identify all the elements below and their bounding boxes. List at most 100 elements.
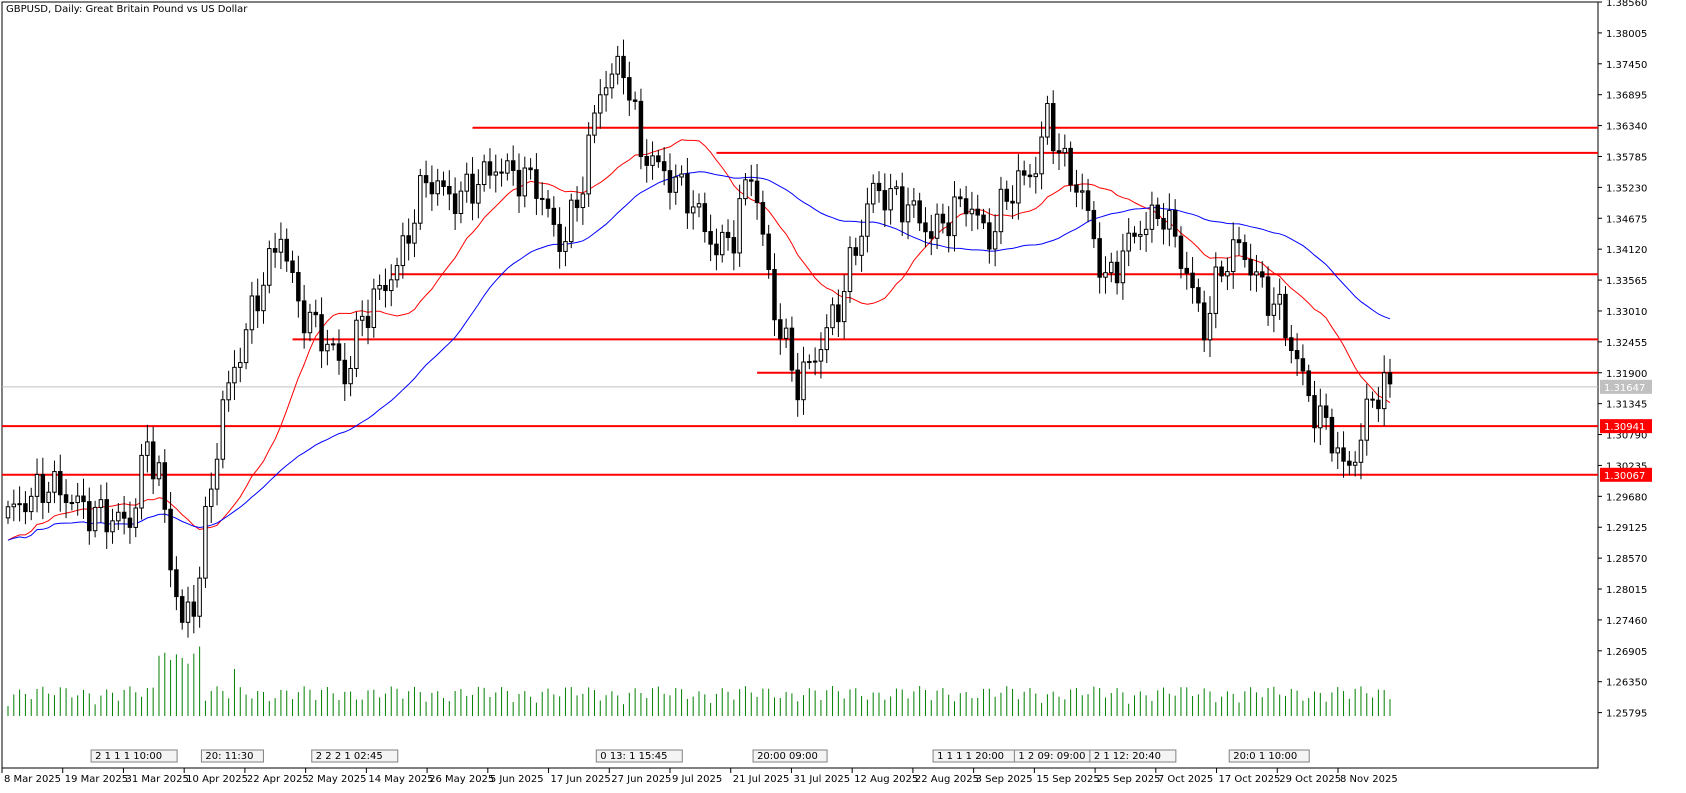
bull-candle: [354, 319, 359, 369]
bull-candle: [998, 188, 1004, 233]
price-tag: [1600, 467, 1652, 482]
bull-candle: [969, 208, 975, 215]
bear-candle: [1300, 358, 1306, 372]
bull-candle: [418, 175, 423, 224]
bull-candle: [98, 499, 104, 508]
bear-candle: [632, 99, 638, 102]
bull-candle: [894, 186, 899, 190]
candlesticks[interactable]: [5, 39, 1393, 638]
bull-candle: [934, 213, 940, 239]
bear-candle: [174, 569, 179, 598]
horizontal-levels[interactable]: [2, 126, 1598, 476]
bear-candle: [191, 601, 197, 617]
bull-candle: [330, 343, 336, 346]
y-tick-label: 1.36340: [1606, 122, 1647, 133]
bear-candle: [313, 311, 318, 316]
bull-candle: [609, 73, 615, 89]
bear-candle: [1370, 398, 1375, 401]
bear-candle: [272, 248, 278, 253]
bear-candle: [319, 314, 324, 352]
y-tick-label: 1.26905: [1606, 647, 1647, 658]
bull-candle: [847, 247, 853, 293]
bear-candle: [168, 508, 173, 571]
bear-candle: [406, 235, 411, 244]
bear-candle: [1347, 460, 1352, 466]
bull-candle: [1254, 271, 1259, 276]
bear-candle: [963, 198, 969, 215]
bull-candle: [226, 382, 231, 401]
bear-candle: [1265, 276, 1271, 316]
x-tick-label: 21 Jul 2025: [733, 774, 790, 785]
price-tag-label: 1.31647: [1604, 383, 1645, 394]
bear-candle: [667, 170, 673, 193]
bear-candle: [365, 315, 371, 328]
bull-candle: [870, 182, 876, 205]
bear-candle: [1027, 174, 1033, 178]
bear-candle: [876, 182, 882, 192]
bull-candle: [11, 503, 17, 508]
bear-candle: [104, 499, 109, 533]
bull-candle: [325, 343, 330, 352]
bear-candle: [516, 169, 522, 197]
bear-candle: [923, 222, 928, 233]
bear-candle: [1306, 370, 1311, 397]
bull-candle: [28, 495, 34, 513]
bear-candle: [853, 247, 859, 256]
y-tick-label: 1.37450: [1606, 60, 1647, 71]
bear-candle: [1376, 399, 1381, 410]
bull-candle: [818, 349, 824, 362]
time-marker-label: 0 13: 1 15:45: [600, 751, 667, 762]
y-tick-label: 1.28015: [1606, 585, 1647, 596]
bear-candle: [1323, 405, 1329, 418]
bull-candle: [841, 291, 847, 323]
bull-candle: [371, 288, 377, 328]
bull-candle: [1062, 147, 1068, 154]
x-tick-label: 10 Apr 2025: [186, 774, 248, 785]
price-tag-label: 1.30067: [1604, 471, 1645, 482]
price-tag-label: 1.30941: [1604, 422, 1645, 433]
bear-candle: [452, 193, 458, 215]
bear-candle: [127, 517, 133, 528]
bear-candle: [342, 359, 348, 385]
bear-candle: [1248, 258, 1253, 276]
y-tick-label: 1.34675: [1606, 214, 1647, 225]
bear-candle: [441, 180, 446, 187]
bear-candle: [1289, 337, 1294, 352]
x-tick-label: 26 May 2025: [429, 774, 494, 785]
bull-candle: [1271, 303, 1277, 316]
bull-candle: [1381, 372, 1387, 410]
bear-candle: [574, 199, 580, 209]
bear-candle: [429, 182, 435, 195]
bear-candle: [1091, 209, 1097, 240]
x-tick-label: 31 Jul 2025: [793, 774, 850, 785]
bull-candle: [17, 503, 22, 506]
bear-candle: [1190, 272, 1195, 289]
x-tick-label: 22 Aug 2025: [915, 774, 979, 785]
bull-candle: [458, 190, 464, 215]
bear-candle: [1097, 238, 1102, 278]
x-tick-label: 29 Oct 2025: [1279, 774, 1341, 785]
bear-candle: [87, 501, 92, 532]
bull-candle: [1109, 261, 1114, 274]
bull-candle: [569, 199, 574, 243]
bull-candle: [464, 173, 469, 192]
bear-candle: [150, 441, 156, 480]
time-marker-box: [1228, 749, 1310, 763]
x-tick-label: 7 Oct 2025: [1158, 774, 1213, 785]
y-tick-label: 1.33010: [1606, 307, 1647, 318]
bull-candle: [563, 241, 568, 252]
bull-candle: [243, 329, 249, 364]
bear-candle: [383, 284, 388, 292]
bear-candle: [1201, 302, 1207, 341]
bull-candle: [690, 206, 696, 214]
bull-candle: [203, 505, 208, 579]
bear-candle: [1074, 184, 1079, 193]
time-marker-label: 20: 11:30: [205, 751, 253, 762]
bear-candle: [638, 100, 644, 158]
bear-candle: [987, 222, 992, 250]
bear-candle: [1056, 150, 1062, 154]
time-marker-box: [200, 749, 264, 763]
x-tick-label: 2 May 2025: [308, 774, 367, 785]
bull-candle: [34, 473, 40, 497]
